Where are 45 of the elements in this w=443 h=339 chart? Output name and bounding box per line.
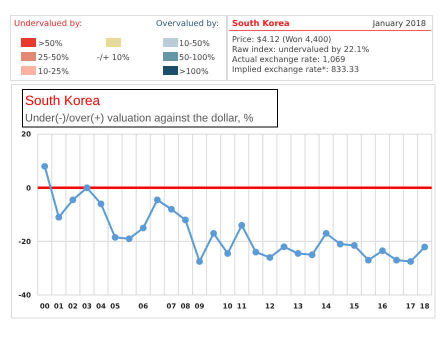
point	[98, 200, 104, 208]
point	[69, 196, 76, 204]
point	[407, 258, 414, 265]
point	[364, 256, 372, 264]
point	[308, 251, 316, 258]
point	[210, 230, 217, 237]
point	[280, 243, 288, 250]
category-label: 50-100%	[179, 53, 216, 62]
category-label: -/+ 10%	[97, 53, 130, 62]
point	[379, 247, 386, 254]
text: Implied exchange rate*: 833.33	[232, 65, 360, 74]
point	[238, 222, 246, 229]
point	[140, 224, 147, 232]
text: South Korea	[232, 18, 290, 28]
point	[168, 206, 175, 213]
point	[294, 250, 302, 257]
text: Actual exchange rate: 1,069	[232, 55, 346, 64]
point	[350, 242, 358, 249]
point	[41, 162, 48, 170]
chart-title: South Korea	[25, 93, 101, 108]
point	[336, 240, 344, 248]
text: January 2018	[372, 19, 426, 28]
category-label: >100%	[179, 67, 209, 76]
point	[224, 250, 232, 257]
text: Undervalued by:	[14, 18, 82, 28]
chart-subtitle: Under(-)/over(+) valuation against the dollar, %	[25, 112, 254, 124]
point	[84, 184, 90, 192]
point	[252, 248, 260, 256]
category-label: 10-25%	[38, 67, 70, 76]
text: Price: $4.12 (Won 4,400)	[232, 35, 332, 44]
point	[126, 235, 133, 242]
point	[421, 244, 428, 250]
category-label: 25-50%	[38, 53, 70, 62]
point	[55, 214, 62, 221]
point	[112, 234, 118, 241]
text: Raw index: undervalued by 22.1%	[232, 45, 370, 54]
point	[393, 256, 400, 264]
category-label: 10-50%	[179, 39, 210, 48]
point	[266, 254, 274, 261]
text: Overvalued by:	[156, 18, 219, 28]
point	[322, 230, 330, 237]
point	[196, 258, 203, 265]
category-label: >50%	[38, 39, 63, 48]
point	[154, 196, 161, 204]
point	[182, 216, 189, 224]
